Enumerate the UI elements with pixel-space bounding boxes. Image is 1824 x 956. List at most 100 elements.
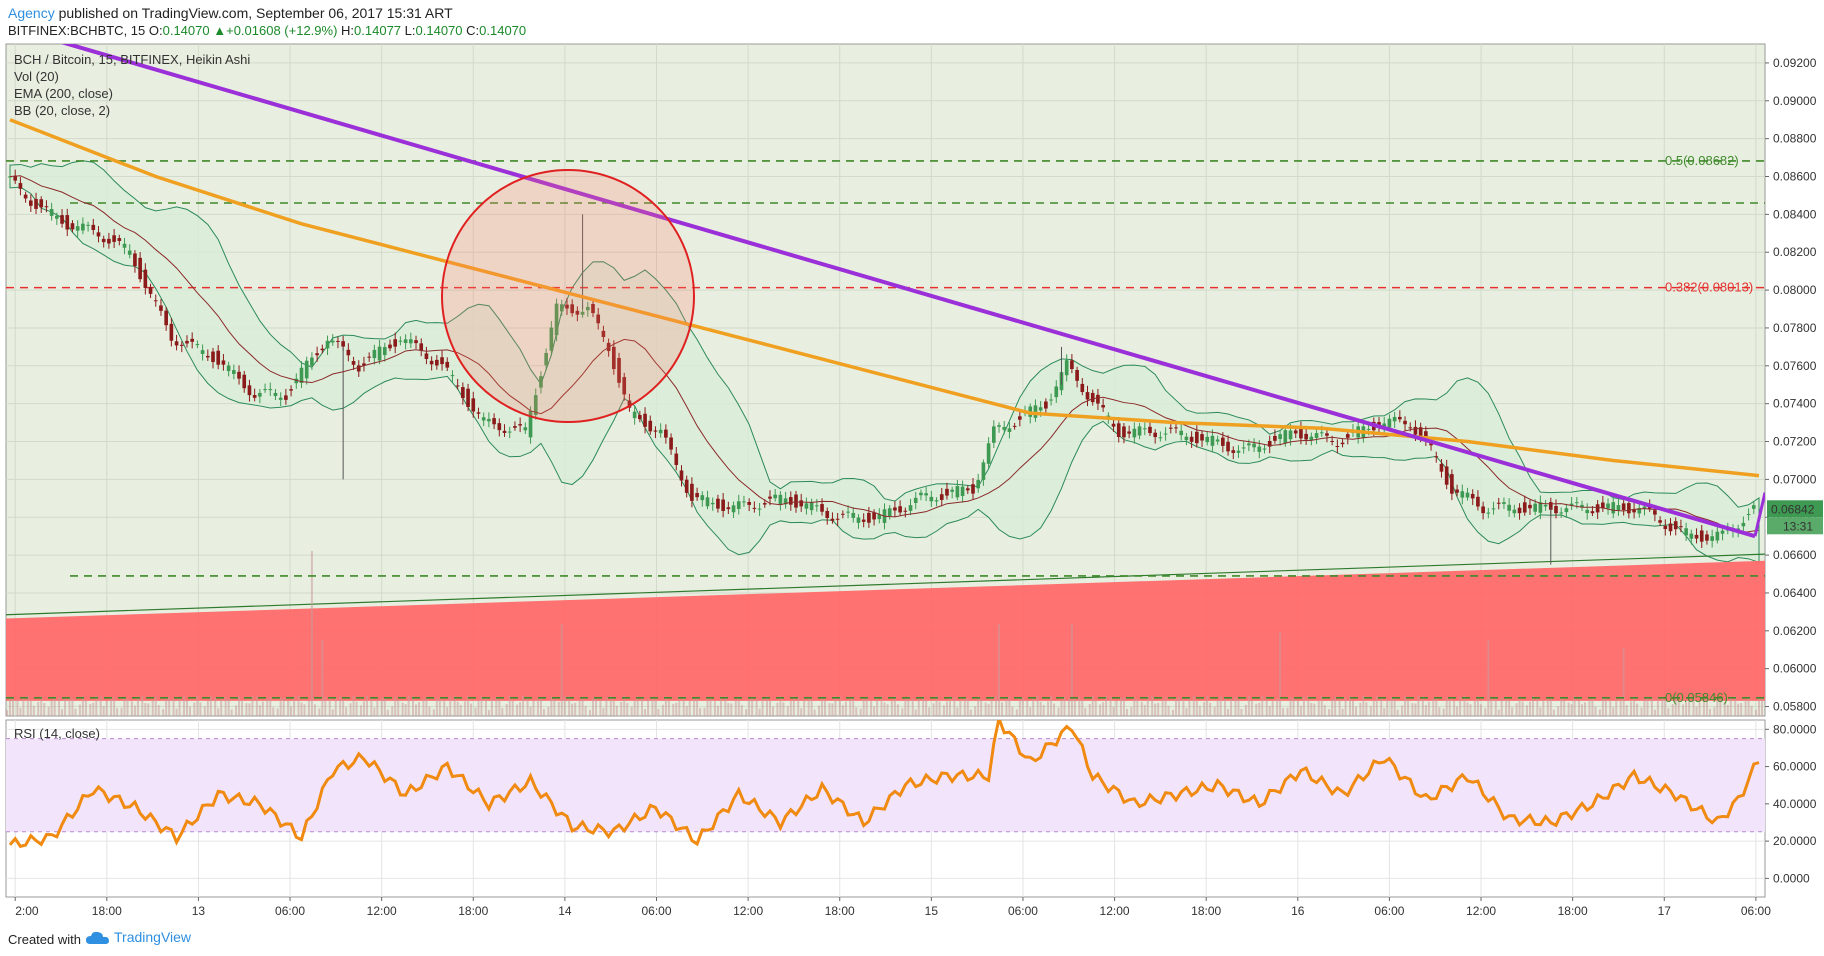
- time-axis[interactable]: 2:00 18:00 13 06:00 12:00 18:00 14 06:00 12:00 18…: [14, 897, 1771, 918]
- candle-body: [846, 511, 850, 513]
- price-tick-label: 0.08200: [1773, 245, 1817, 259]
- volume-bar: [1258, 702, 1261, 716]
- candle-body: [440, 357, 444, 365]
- volume-bar: [1653, 709, 1656, 716]
- price-tick-label: 0.08000: [1773, 283, 1817, 297]
- volume-bar: [1338, 698, 1341, 716]
- candle-body: [690, 483, 694, 501]
- price-tick-label: 0.09200: [1773, 56, 1817, 70]
- candle-body: [55, 215, 59, 219]
- volume-bar: [95, 696, 98, 716]
- volume-bar: [505, 703, 508, 716]
- volume-bar: [1307, 696, 1310, 716]
- volume-bar: [935, 696, 938, 716]
- candle-body: [638, 415, 642, 420]
- volume-bar: [495, 696, 498, 716]
- volume-bar: [99, 696, 102, 716]
- volume-bar: [904, 699, 907, 716]
- volume-bar: [9, 698, 11, 716]
- candle-body: [1163, 433, 1168, 435]
- candle-body: [435, 359, 439, 366]
- candle-body: [924, 493, 928, 496]
- volume-bar: [342, 699, 345, 716]
- candle-body: [190, 338, 195, 342]
- volume-bar: [293, 696, 296, 716]
- volume-bar: [651, 696, 654, 716]
- volume-bar: [418, 702, 421, 716]
- candle-body: [320, 348, 325, 351]
- volume-bar: [1594, 706, 1597, 716]
- volume-bar: [1224, 697, 1227, 716]
- volume-bar: [1151, 696, 1154, 716]
- volume-bar: [1172, 709, 1174, 716]
- volume-bar: [251, 696, 254, 716]
- volume-bar: [932, 703, 935, 716]
- volume-bar: [464, 701, 467, 716]
- volume-bar: [782, 702, 785, 716]
- volume-bar: [1053, 703, 1056, 716]
- candle-body: [1476, 496, 1480, 507]
- volume-bar: [852, 696, 855, 716]
- price-tick-label: 0.07000: [1773, 472, 1817, 486]
- candle-body: [1585, 509, 1590, 514]
- volume-bar: [636, 696, 639, 716]
- volume-bar: [1619, 696, 1622, 716]
- candle-body: [1179, 430, 1184, 436]
- volume-bar: [1331, 698, 1334, 716]
- volume-bar: [737, 696, 740, 716]
- volume-bar: [47, 706, 50, 716]
- candle-body: [513, 426, 517, 428]
- volume-bar: [734, 700, 737, 716]
- volume-bar: [1643, 699, 1646, 716]
- candle-body: [757, 508, 762, 510]
- candle-body: [242, 374, 247, 389]
- downtrend-line[interactable]: [55, 40, 1756, 539]
- rsi-axis[interactable]: 80.0000 60.0000 40.0000 20.0000 0.0000: [1765, 722, 1817, 885]
- volume-bar: [831, 703, 834, 716]
- volume-bar: [1761, 697, 1763, 716]
- candle-body: [976, 480, 981, 489]
- volume-bar: [407, 696, 410, 716]
- volume-bar: [1723, 701, 1726, 716]
- author-link[interactable]: Agency: [8, 5, 55, 21]
- volume-bar: [682, 696, 685, 716]
- candle-body: [1668, 523, 1673, 532]
- candle-body: [695, 493, 699, 498]
- volume-bar: [370, 697, 373, 716]
- rsi-tick-label: 80.0000: [1773, 722, 1817, 736]
- volume-bar: [886, 704, 889, 716]
- volume-bar: [1747, 696, 1750, 716]
- volume-bar: [693, 698, 696, 716]
- volume-bar: [1099, 704, 1102, 716]
- volume-bar: [19, 707, 22, 716]
- volume-bar: [1685, 702, 1688, 716]
- price-axis[interactable]: 0.09200 0.09000 0.08800 0.08600 0.08400 0.082…: [1765, 56, 1817, 714]
- volume-bar: [647, 698, 650, 716]
- volume-bar: [120, 707, 123, 716]
- volume-bar: [1396, 709, 1399, 716]
- volume-bar: [998, 624, 1001, 716]
- volume-bar: [1716, 696, 1719, 716]
- volume-bar: [602, 707, 605, 716]
- volume-bar: [1310, 702, 1313, 716]
- volume-bar: [394, 696, 397, 716]
- highlight-circle[interactable]: [441, 169, 695, 423]
- candle-body: [169, 323, 174, 341]
- volume-bar: [1313, 703, 1316, 716]
- candle-body: [1064, 360, 1069, 376]
- candle-body: [382, 347, 387, 356]
- volume-bar: [1178, 697, 1180, 716]
- candle-body: [1044, 401, 1048, 409]
- volume-bar: [956, 707, 959, 716]
- candle-body: [611, 346, 616, 370]
- volume-bar: [1088, 704, 1091, 716]
- tradingview-link[interactable]: TradingView: [86, 929, 191, 945]
- volume-bar: [779, 696, 782, 716]
- volume-bar: [917, 697, 920, 716]
- volume-bar: [1640, 707, 1643, 716]
- volume-bar: [1039, 701, 1042, 716]
- candle-body: [1257, 446, 1262, 452]
- candle-body: [1611, 502, 1616, 514]
- candle-body: [762, 503, 767, 505]
